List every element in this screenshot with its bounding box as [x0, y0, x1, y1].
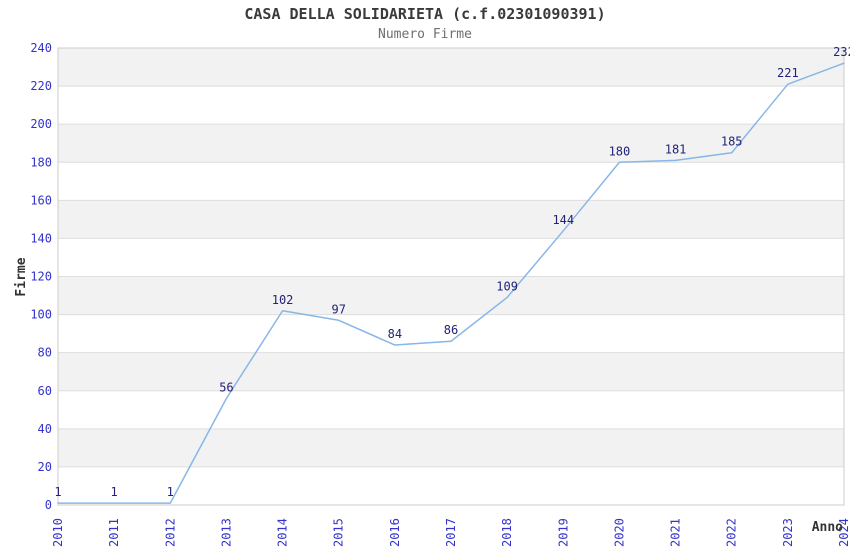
- data-point-label: 97: [331, 302, 345, 316]
- y-tick-label: 60: [38, 384, 52, 398]
- y-tick-label: 120: [30, 270, 52, 284]
- data-point-label: 84: [388, 327, 402, 341]
- y-tick-label: 220: [30, 79, 52, 93]
- y-tick-label: 0: [45, 498, 52, 512]
- x-tick-label: 2020: [612, 518, 626, 547]
- x-tick-label: 2010: [51, 518, 65, 547]
- x-tick-label: 2016: [388, 518, 402, 547]
- data-point-label: 185: [721, 135, 743, 149]
- x-tick-label: 2011: [107, 518, 121, 547]
- data-line: [57, 62, 845, 504]
- y-tick-label: 240: [30, 41, 52, 55]
- x-tick-label: 2019: [556, 518, 570, 547]
- data-point-label: 1: [167, 485, 174, 499]
- chart-title: CASA DELLA SOLIDARIETA (c.f.02301090391): [244, 5, 606, 23]
- data-point-label: 56: [219, 380, 233, 394]
- x-tick-label: 2015: [332, 518, 346, 547]
- data-point-label: 102: [272, 293, 294, 307]
- y-tick-label: 100: [30, 308, 52, 322]
- data-point-label: 181: [665, 142, 687, 156]
- y-tick-label: 200: [30, 117, 52, 131]
- x-tick-label: 2018: [500, 518, 514, 547]
- plot-band: [58, 314, 844, 353]
- plot-band: [58, 390, 844, 429]
- data-point-label: 1: [54, 485, 61, 499]
- y-tick-label: 20: [38, 460, 52, 474]
- plot-band: [58, 162, 844, 201]
- x-tick-label: 2024: [837, 518, 850, 547]
- plot-band: [58, 352, 844, 391]
- plot-band: [58, 466, 844, 505]
- data-point-label: 86: [444, 323, 458, 337]
- x-tick-label: 2023: [781, 518, 795, 547]
- plot-band: [58, 86, 844, 125]
- y-axis-label: Firme: [14, 257, 29, 296]
- plot-band: [58, 238, 844, 277]
- x-tick-label: 2017: [444, 518, 458, 547]
- plot-band: [58, 200, 844, 239]
- plot-band: [58, 48, 844, 87]
- x-tick-label: 2014: [276, 518, 290, 547]
- x-tick-label: 2021: [669, 518, 683, 547]
- data-point-label: 109: [496, 279, 518, 293]
- y-tick-label: 40: [38, 422, 52, 436]
- data-point-label: 232: [833, 45, 850, 59]
- y-tick-label: 140: [30, 231, 52, 245]
- plot-band: [58, 276, 844, 315]
- x-axis-label: Anno: [812, 520, 843, 535]
- data-point-label: 221: [777, 66, 799, 80]
- y-tick-label: 180: [30, 155, 52, 169]
- y-tick-label: 160: [30, 193, 52, 207]
- data-point-label: 1: [111, 485, 118, 499]
- plot-border: [57, 47, 845, 506]
- x-tick-label: 2022: [725, 518, 739, 547]
- y-tick-label: 80: [38, 346, 52, 360]
- x-tick-label: 2012: [163, 518, 177, 547]
- plot-band: [58, 428, 844, 467]
- data-point-label: 180: [609, 144, 631, 158]
- chart-subtitle: Numero Firme: [378, 27, 472, 42]
- x-tick-label: 2013: [219, 518, 233, 547]
- data-point-label: 144: [552, 213, 574, 227]
